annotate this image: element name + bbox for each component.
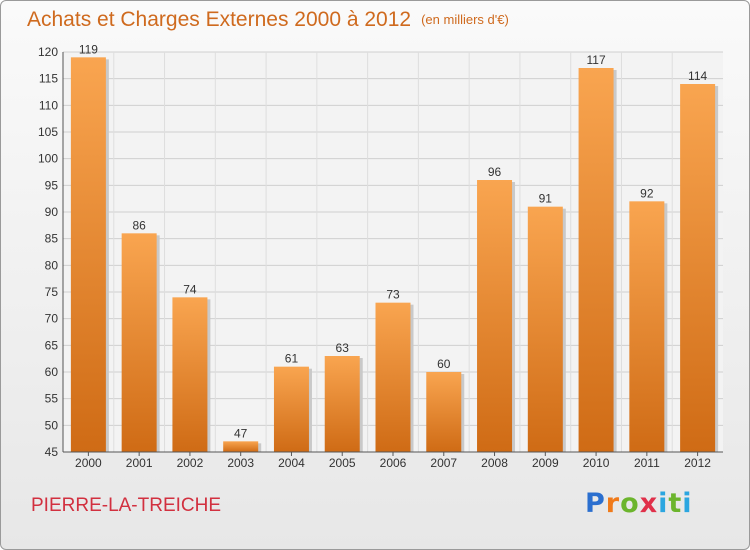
- y-tick-label: 100: [38, 152, 58, 166]
- logo-letter: i: [682, 488, 693, 519]
- x-tick-label: 2001: [126, 456, 153, 470]
- proxiti-logo: Proxiti: [585, 488, 693, 519]
- bar: [629, 201, 665, 452]
- logo-letter: o: [620, 488, 640, 519]
- x-tick-label: 2005: [329, 456, 356, 470]
- bar: [426, 372, 462, 452]
- logo-letter: x: [639, 488, 659, 519]
- bar: [375, 302, 411, 452]
- axes: 45 50 55 60 65 70 75 80 85 90 95 100 105 110 115 120 200…: [38, 45, 723, 470]
- y-tick-label: 50: [45, 418, 59, 432]
- y-tick-label: 75: [45, 285, 59, 299]
- bar: [223, 441, 259, 452]
- x-tick-label: 2010: [583, 456, 610, 470]
- x-tick-label: 2012: [684, 456, 711, 470]
- bar-value-label: 60: [437, 357, 451, 371]
- bar: [527, 206, 563, 452]
- x-tick-label: 2004: [278, 456, 305, 470]
- title-text: Achats et Charges Externes 2000 à 2012: [27, 8, 412, 31]
- y-tick-label: 65: [45, 338, 59, 352]
- logo-letter: r: [605, 488, 621, 519]
- bar-value-label: 61: [285, 352, 299, 366]
- y-tick-label: 110: [39, 98, 58, 112]
- bar-value-label: 119: [79, 42, 98, 56]
- bar: [273, 366, 309, 452]
- bar: [172, 297, 208, 452]
- y-tick-label: 95: [45, 178, 59, 192]
- y-tick-label: 105: [38, 125, 58, 139]
- bar-value-label: 117: [587, 53, 606, 67]
- x-tick-label: 2000: [75, 456, 102, 470]
- bar: [324, 356, 360, 452]
- chart-title: Achats et Charges Externes 2000 à 2012 (e…: [27, 8, 509, 32]
- x-tick-label: 2009: [532, 456, 559, 470]
- y-tick-label: 120: [38, 45, 58, 59]
- bar: [680, 84, 716, 452]
- bar-value-label: 63: [336, 341, 350, 355]
- y-tick-label: 80: [45, 258, 59, 272]
- y-tick-label: 45: [45, 445, 59, 459]
- bar: [121, 233, 157, 452]
- x-tick-label: 2006: [380, 456, 407, 470]
- x-tick-label: 2008: [481, 456, 508, 470]
- unit-note: (en milliers d'€): [421, 12, 509, 27]
- bar-value-label: 91: [539, 192, 553, 206]
- logo-letter: t: [668, 488, 683, 519]
- y-tick-label: 90: [45, 205, 59, 219]
- x-tick-label: 2003: [227, 456, 254, 470]
- y-tick-label: 70: [45, 312, 59, 326]
- bars: 119 86 74 47 61 63 73 60 96 91 117 92 114: [70, 42, 719, 452]
- bar: [70, 57, 106, 452]
- logo-letter: i: [658, 488, 669, 519]
- bar-value-label: 96: [488, 165, 502, 179]
- y-tick-label: 85: [45, 232, 59, 246]
- location-name: PIERRE-LA-TREICHE: [31, 495, 222, 516]
- bar: [578, 68, 614, 452]
- bar-value-label: 47: [234, 426, 248, 440]
- bar-value-label: 73: [386, 288, 400, 302]
- y-tick-label: 115: [39, 72, 58, 86]
- bar-value-label: 92: [640, 186, 654, 200]
- y-tick-label: 55: [45, 392, 59, 406]
- bar-value-label: 86: [132, 218, 146, 232]
- x-tick-label: 2007: [430, 456, 457, 470]
- logo-letter: P: [585, 488, 606, 519]
- bar-value-label: 114: [688, 69, 707, 83]
- y-tick-label: 60: [45, 365, 59, 379]
- x-tick-label: 2011: [634, 456, 660, 470]
- bar: [477, 180, 513, 452]
- bar-value-label: 74: [183, 282, 197, 296]
- x-tick-label: 2002: [177, 456, 204, 470]
